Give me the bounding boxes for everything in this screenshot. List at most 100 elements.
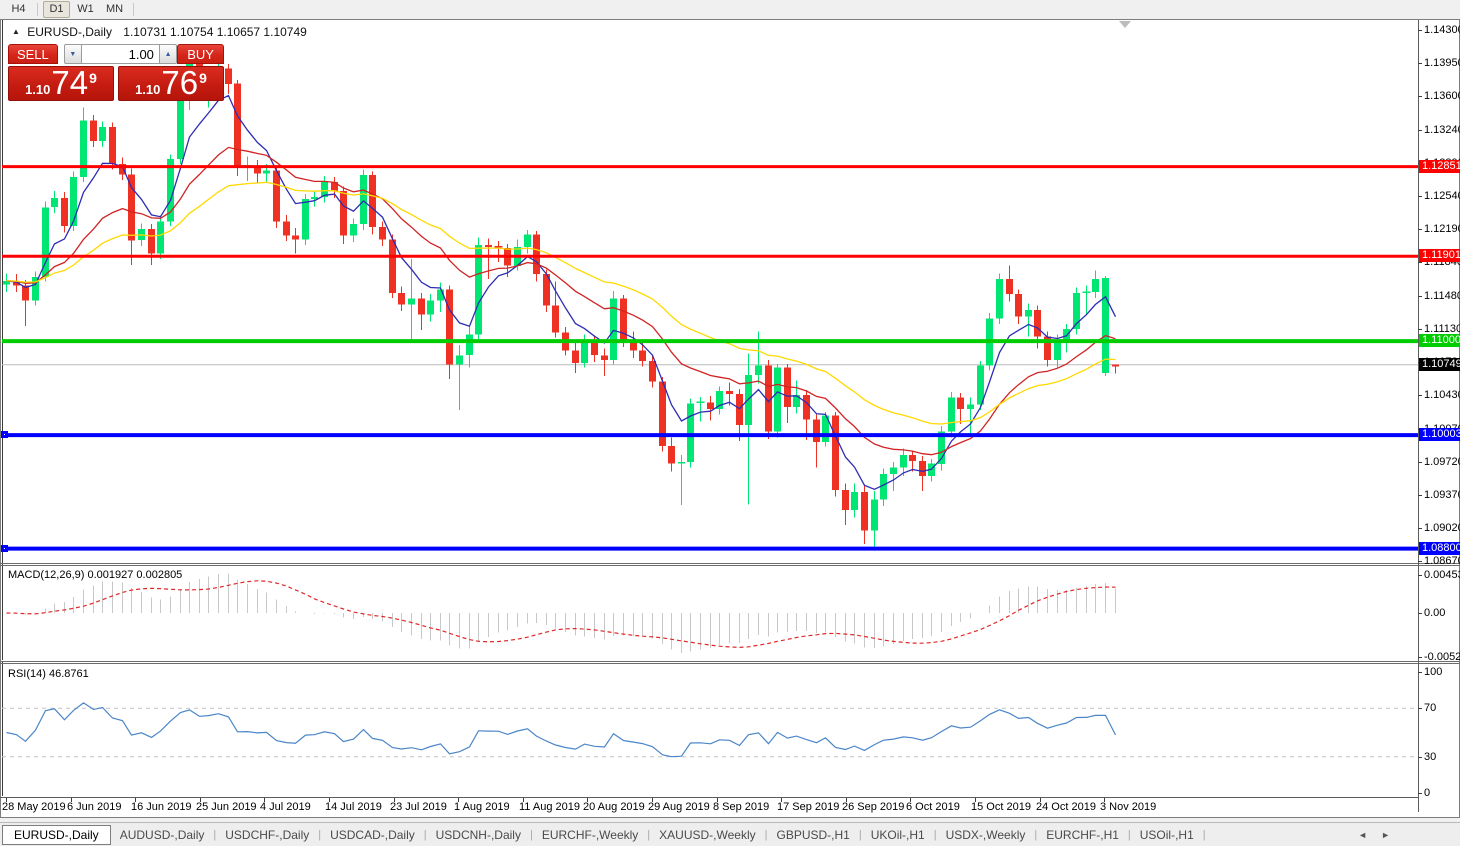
- date-tick: [135, 798, 136, 802]
- date-tick: [458, 798, 459, 802]
- rsi-tick: [1418, 793, 1422, 794]
- panel-divider[interactable]: [0, 661, 1460, 662]
- level-price-label: 1.12851: [1419, 160, 1460, 173]
- price-tick-label: 1.14300: [1424, 24, 1460, 36]
- date-tick: [1104, 798, 1105, 802]
- toolbar-separator: [37, 2, 38, 16]
- tab-scroll-left-icon[interactable]: ◄: [1358, 830, 1368, 840]
- date-label: 23 Jul 2019: [390, 801, 447, 813]
- date-tick: [329, 798, 330, 802]
- rsi-tick-label: 70: [1424, 702, 1437, 714]
- tab-eurchf-weekly[interactable]: EURCHF-,Weekly: [541, 828, 639, 842]
- toolbar-separator: [133, 2, 134, 16]
- macd-tick: [1418, 657, 1422, 658]
- buy-button[interactable]: BUY: [177, 44, 224, 64]
- window-border-left: [0, 19, 1, 818]
- window-border-top: [0, 19, 1460, 20]
- date-tick: [523, 798, 524, 802]
- macd-tick: [1418, 613, 1422, 614]
- rsi-chart-canvas[interactable]: [0, 662, 1418, 796]
- macd-tick-label: 0.004536: [1424, 569, 1460, 581]
- timeframe-button-h4[interactable]: H4: [11, 3, 26, 15]
- level-price-label: 1.08800: [1419, 542, 1460, 555]
- tab-eurchf-h1[interactable]: EURCHF-,H1: [1046, 828, 1119, 842]
- price-tick-label: 1.10430: [1424, 389, 1460, 401]
- date-tick: [587, 798, 588, 802]
- level-line-handle[interactable]: [1, 545, 8, 552]
- date-tick: [846, 798, 847, 802]
- price-tick: [1418, 96, 1422, 97]
- date-label: 24 Oct 2019: [1036, 801, 1096, 813]
- panel-divider[interactable]: [0, 663, 1460, 664]
- tab-xauusd-weekly[interactable]: XAUUSD-,Weekly: [659, 828, 756, 842]
- timeframe-button-w1[interactable]: W1: [77, 3, 94, 15]
- date-tick: [394, 798, 395, 802]
- price-tick: [1418, 462, 1422, 463]
- level-line-handle[interactable]: [1, 431, 8, 438]
- price-tick-label: 1.12540: [1424, 190, 1460, 202]
- tab-usdx-weekly[interactable]: USDX-,Weekly: [945, 828, 1026, 842]
- chevron-down-icon: ▼: [69, 50, 77, 58]
- price-tick: [1418, 63, 1422, 64]
- tab-separator: |: [858, 829, 862, 841]
- tab-usoil-h1[interactable]: USOil-,H1: [1139, 828, 1194, 842]
- tab-separator: |: [529, 829, 533, 841]
- price-tick-label: 1.09020: [1424, 522, 1460, 534]
- date-tick: [717, 798, 718, 802]
- window-border-bottom: [0, 817, 1460, 818]
- price-tick-label: 1.11130: [1424, 323, 1460, 335]
- collapse-icon[interactable]: ▲: [12, 27, 20, 36]
- price-scale-border: [1418, 20, 1419, 812]
- volume-decrease-button[interactable]: ▼: [63, 44, 82, 64]
- chart-shift-icon[interactable]: [1119, 21, 1131, 28]
- panel-divider[interactable]: [0, 563, 1460, 564]
- buy-price-prefix: 1.10: [135, 82, 161, 97]
- buy-price-box[interactable]: 1.10 76 9: [118, 66, 224, 101]
- level-price-label: 1.10003: [1419, 428, 1460, 441]
- tab-usdcnh-daily[interactable]: USDCNH-,Daily: [435, 828, 521, 842]
- sell-price-box[interactable]: 1.10 74 9: [8, 66, 114, 101]
- date-label: 17 Sep 2019: [777, 801, 840, 813]
- volume-increase-button[interactable]: ▲: [158, 44, 178, 64]
- timeframe-button-d1[interactable]: D1: [43, 0, 70, 18]
- date-label: 8 Sep 2019: [713, 801, 770, 813]
- price-tick: [1418, 528, 1422, 529]
- tab-eurusd-daily[interactable]: EURUSD-,Daily: [2, 825, 111, 845]
- price-tick: [1418, 329, 1422, 330]
- sell-price-big: 74: [51, 64, 89, 101]
- date-tick: [264, 798, 265, 802]
- date-label: 6 Oct 2019: [906, 801, 960, 813]
- sell-price-sup: 9: [89, 70, 97, 86]
- tab-ukoil-h1[interactable]: UKOil-,H1: [870, 828, 925, 842]
- tab-separator: |: [423, 829, 427, 841]
- volume-input[interactable]: [81, 44, 159, 64]
- price-tick-label: 1.11480: [1424, 290, 1460, 302]
- panel-divider[interactable]: [0, 565, 1460, 566]
- tab-usdcad-daily[interactable]: USDCAD-,Daily: [330, 828, 415, 842]
- tab-separator: |: [318, 829, 322, 841]
- price-tick-label: 1.12190: [1424, 223, 1460, 235]
- rsi-tick-label: 30: [1424, 751, 1437, 763]
- level-price-label: 1.11000: [1419, 334, 1460, 347]
- tab-separator: |: [933, 829, 937, 841]
- rsi-tick-label: 100: [1424, 666, 1443, 678]
- sell-button[interactable]: SELL: [8, 44, 58, 64]
- date-label: 28 May 2019: [2, 801, 66, 813]
- macd-label: MACD(12,26,9) 0.001927 0.002805: [8, 569, 183, 581]
- chart-window[interactable]: [0, 19, 1460, 818]
- chart-header: ▲ EURUSD-,Daily 1.10731 1.10754 1.10657 …: [12, 25, 307, 39]
- chevron-up-icon: ▲: [164, 50, 172, 58]
- date-tick: [652, 798, 653, 802]
- tab-usdchf-daily[interactable]: USDCHF-,Daily: [225, 828, 310, 842]
- chart-title: EURUSD-,Daily: [27, 25, 112, 39]
- tab-gbpusd-h1[interactable]: GBPUSD-,H1: [776, 828, 850, 842]
- sell-price-prefix: 1.10: [25, 82, 51, 97]
- chart-ohlc-values: 1.10731 1.10754 1.10657 1.10749: [123, 25, 307, 39]
- price-tick: [1418, 395, 1422, 396]
- tab-scroll-right-icon[interactable]: ►: [1381, 830, 1390, 840]
- timeframe-button-mn[interactable]: MN: [105, 3, 124, 15]
- tab-audusd-daily[interactable]: AUDUSD-,Daily: [119, 828, 205, 842]
- price-chart-canvas[interactable]: [0, 20, 1418, 563]
- tab-separator: |: [1202, 829, 1206, 841]
- macd-chart-canvas[interactable]: [0, 564, 1418, 660]
